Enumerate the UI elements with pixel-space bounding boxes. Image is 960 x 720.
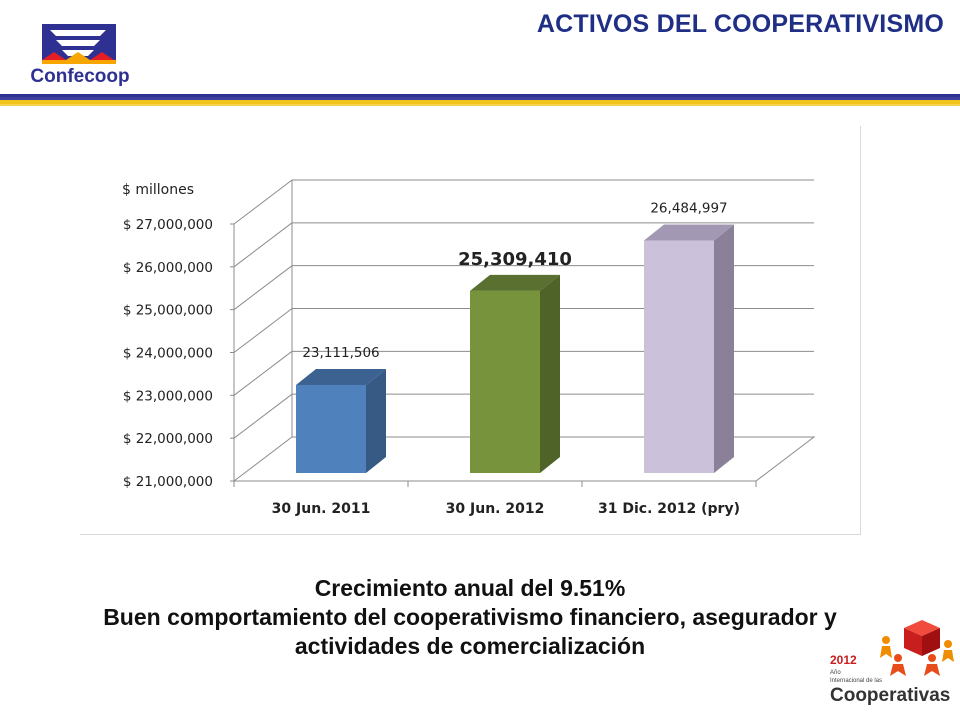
gridline-wall	[233, 393, 293, 439]
data-label: 23,111,506	[302, 345, 379, 361]
y-axis-label: $ millones	[122, 182, 194, 198]
gridline-wall	[233, 265, 293, 311]
header-divider	[0, 94, 960, 106]
logo-text: Confecoop	[30, 66, 129, 87]
badge-year: 2012	[830, 653, 857, 667]
chart-frame	[80, 126, 861, 535]
y-tick-label: $ 22,000,000	[123, 431, 213, 447]
bar-top	[296, 368, 386, 385]
performance-statement-line1: Buen comportamiento del cooperativismo f…	[103, 604, 837, 630]
gridline-wall	[233, 350, 293, 396]
x-tick-label: 30 Jun. 2011	[272, 501, 371, 517]
y-tick-label: $ 26,000,000	[123, 260, 213, 276]
bar-side	[714, 224, 734, 473]
performance-statement-line2: actividades de comercialización	[294, 633, 646, 659]
growth-statement: Crecimiento anual del 9.51%	[314, 575, 626, 601]
bar-top	[470, 274, 560, 291]
data-label: 26,484,997	[650, 200, 727, 216]
bar	[644, 224, 734, 473]
bar-top	[644, 224, 734, 241]
page-title: ACTIVOS DEL COOPERATIVISMO	[536, 10, 944, 38]
confecoop-logo: Confecoop	[30, 24, 130, 87]
bar-front	[644, 240, 714, 473]
gridline-wall	[233, 179, 293, 225]
y-tick-label: $ 25,000,000	[123, 303, 213, 319]
y-tick-label: $ 21,000,000	[123, 474, 213, 490]
gridline-wall	[233, 222, 293, 268]
footer-text: Crecimiento anual del 9.51% Buen comport…	[0, 574, 940, 661]
y-tick-label: $ 24,000,000	[123, 346, 213, 362]
y-tick-label: $ 23,000,000	[123, 388, 213, 404]
x-tick-label: 31 Dic. 2012 (pry)	[598, 501, 740, 517]
bar-side	[366, 368, 386, 473]
x-tick-label: 30 Jun. 2012	[446, 501, 545, 517]
bar-front	[470, 290, 540, 473]
data-label: 25,309,410	[458, 249, 572, 270]
bar-side	[540, 274, 560, 473]
badge-word: Cooperativas	[830, 685, 950, 706]
bar	[296, 368, 386, 473]
cooperatives-year-logo: 2012 Año Internacional de las Cooperativ…	[830, 620, 954, 706]
cooperatives-emblem-icon	[880, 620, 954, 676]
bar-front	[296, 384, 366, 473]
bar	[470, 274, 560, 473]
bars-layer	[296, 224, 734, 473]
labels-layer: $ 21,000,000 $ 22,000,000 $ 23,000,000 $ 24…	[122, 182, 740, 517]
y-tick-label: $ 27,000,000	[123, 217, 213, 233]
gridline-wall	[233, 308, 293, 353]
badge-small-line1: Año	[830, 670, 841, 676]
badge-small-line2: Internacional de las	[830, 678, 882, 684]
